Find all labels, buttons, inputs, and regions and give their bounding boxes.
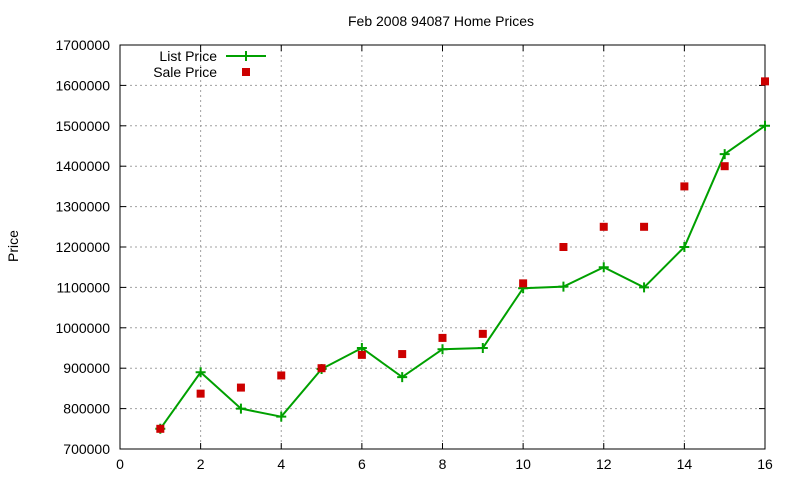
- x-tick-label: 16: [757, 456, 773, 472]
- sale-price-point: [720, 162, 729, 171]
- y-tick-label: 800000: [63, 401, 110, 417]
- x-tick-label: 14: [677, 456, 693, 472]
- y-tick-label: 1400000: [55, 158, 110, 174]
- sale-price-point: [236, 383, 245, 392]
- list-price-point: [679, 242, 690, 252]
- list-price-point: [760, 120, 770, 131]
- y-tick-label: 900000: [63, 360, 110, 376]
- sale-price-point: [156, 424, 165, 433]
- sale-price-point: [599, 222, 608, 231]
- list-price-point: [719, 149, 730, 160]
- sale-price-point: [438, 333, 447, 342]
- grid-lines: [120, 45, 765, 449]
- list-price-point: [639, 282, 650, 293]
- list-price-point: [195, 367, 206, 378]
- sale-price-point: [357, 350, 366, 359]
- sale-price-point: [761, 77, 769, 86]
- y-tick-label: 1200000: [55, 239, 110, 255]
- sale-price-point: [519, 279, 528, 288]
- x-tick-label: 8: [439, 456, 447, 472]
- x-tick-label: 4: [277, 456, 285, 472]
- y-tick-label: 1300000: [55, 199, 110, 215]
- sale-price-point: [196, 389, 205, 398]
- list-price-point: [477, 343, 488, 353]
- y-ticks: 700000 800000 900000 1000000 1100000 1200000 1…: [55, 37, 765, 457]
- sale-price-point: [277, 371, 286, 380]
- list-price-point: [558, 281, 569, 292]
- y-tick-label: 700000: [63, 441, 110, 457]
- chart-title: Feb 2008 94087 Home Prices: [348, 13, 534, 29]
- sale-price-point: [398, 350, 407, 359]
- x-tick-label: 6: [358, 456, 366, 472]
- legend-marker: [241, 51, 251, 61]
- legend-marker: [242, 68, 250, 76]
- x-tick-label: 0: [116, 456, 124, 472]
- x-tick-label: 12: [596, 456, 612, 472]
- list-price-point: [235, 403, 246, 414]
- legend-label: Sale Price: [153, 64, 217, 80]
- plot-area: [155, 77, 770, 434]
- legend-label: List Price: [159, 48, 217, 64]
- y-axis-label: Price: [5, 230, 21, 262]
- y-tick-label: 1700000: [55, 37, 110, 53]
- list-price-line: [159, 124, 766, 430]
- sale-price-point: [640, 222, 649, 231]
- sale-price-point: [559, 243, 568, 251]
- x-tick-label: 10: [515, 456, 531, 472]
- list-price-point: [397, 372, 408, 383]
- sale-price-point: [317, 364, 326, 373]
- y-tick-label: 1000000: [55, 320, 110, 336]
- sale-price-point: [478, 329, 487, 338]
- list-price-point: [437, 344, 448, 355]
- list-price-point: [598, 262, 609, 273]
- sale-price-point: [680, 182, 689, 191]
- y-tick-label: 1500000: [55, 118, 110, 134]
- x-ticks: 0 2 4 6 8 10 12 14 16: [116, 45, 773, 472]
- x-tick-label: 2: [197, 456, 205, 472]
- y-tick-label: 1600000: [55, 77, 110, 93]
- list-price-point: [276, 411, 287, 422]
- y-tick-label: 1100000: [57, 279, 111, 295]
